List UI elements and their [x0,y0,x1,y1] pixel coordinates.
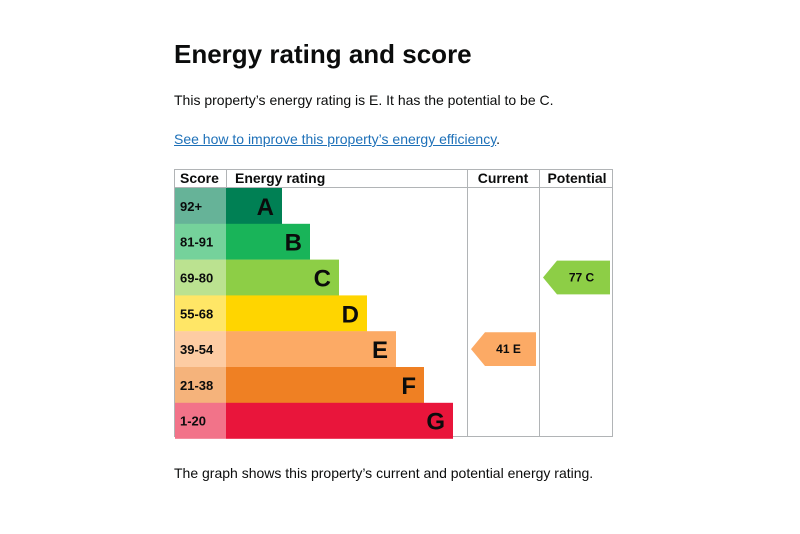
improve-link-line: See how to improve this property’s energ… [174,130,500,148]
score-cell-e [175,331,226,368]
header-energy-rating: Energy rating [235,170,325,186]
graph-footnote: The graph shows this property’s current … [174,465,594,481]
score-range-g: 1-20 [180,414,206,429]
band-letter-f: F [401,373,416,400]
rating-summary: This property’s energy rating is E. It h… [174,92,554,108]
band-letter-d: D [342,301,359,328]
score-cell-f [175,367,226,403]
band-bar-d [226,295,367,332]
band-bar-b [226,223,310,260]
score-cell-c [175,259,226,296]
score-cell-g [175,402,226,439]
band-letter-a: A [257,194,274,221]
potential-arrow [543,260,610,295]
band-bar-f [226,367,424,403]
band-bar-a [226,188,282,224]
band-bar-e [226,331,396,368]
band-letter-e: E [372,337,388,364]
current-arrow [471,332,536,366]
band-letter-b: B [285,230,302,257]
band-letter-c: C [314,266,331,293]
score-range-c: 69-80 [180,271,213,286]
score-range-e: 39-54 [180,342,214,357]
band-bar-g [226,402,453,439]
link-suffix: . [496,131,501,147]
header-current: Current [478,170,529,186]
score-range-d: 55-68 [180,306,213,321]
improve-efficiency-link[interactable]: See how to improve this property’s energ… [174,131,497,147]
score-cell-d [175,295,226,332]
band-bar-c [226,259,339,296]
score-cell-a [175,188,226,224]
score-range-b: 81-91 [180,235,213,250]
page-title: Energy rating and score [174,39,472,69]
score-range-a: 92+ [180,199,202,214]
score-range-f: 21-38 [180,378,213,393]
header-score: Score [180,170,219,186]
potential-rating-label: 77 C [569,271,595,285]
score-cell-b [175,223,226,260]
header-potential: Potential [547,170,606,186]
current-rating-label: 41 E [496,342,521,356]
band-letter-g: G [426,409,445,436]
